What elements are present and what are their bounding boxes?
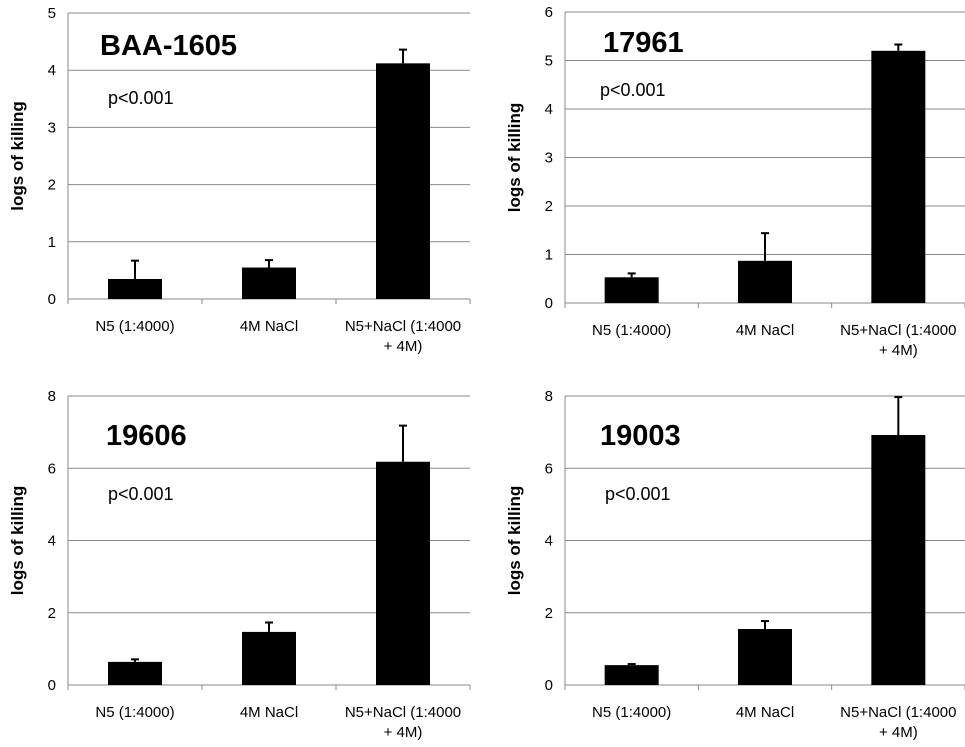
y-tick-label: 3 <box>48 119 56 136</box>
category-label: N5 (1:4000) <box>592 322 671 339</box>
chart-title: BAA-1605 <box>100 30 237 62</box>
y-axis-title: logs of killing <box>8 101 27 211</box>
bar <box>604 665 659 685</box>
category-label: N5+NaCl (1:4000 <box>840 704 956 721</box>
y-tick-label: 6 <box>48 460 56 477</box>
chart-title: 17961 <box>603 27 684 59</box>
bar <box>376 63 430 299</box>
y-tick-label: 0 <box>545 677 553 694</box>
category-label: + 4M) <box>879 342 918 359</box>
y-tick-label: 2 <box>545 198 553 215</box>
bar <box>604 277 659 303</box>
category-label: + 4M) <box>879 724 918 741</box>
y-tick-label: 4 <box>545 533 553 550</box>
bar <box>871 435 926 685</box>
bar <box>108 278 162 299</box>
category-label: N5 (1:4000) <box>592 704 671 721</box>
y-tick-label: 2 <box>545 605 553 622</box>
y-tick-label: 8 <box>48 388 56 405</box>
p-value-annotation: p<0.001 <box>600 80 666 100</box>
y-axis-title: logs of killing <box>8 486 27 596</box>
bar <box>108 661 162 685</box>
y-tick-label: 8 <box>545 388 553 405</box>
y-tick-label: 2 <box>48 605 56 622</box>
chart-title: 19003 <box>600 420 681 452</box>
bar <box>738 260 792 303</box>
y-tick-label: 1 <box>545 247 553 264</box>
y-tick-label: 0 <box>545 295 553 312</box>
p-value-annotation: p<0.001 <box>605 484 671 504</box>
y-tick-label: 5 <box>545 53 553 70</box>
category-label: + 4M) <box>384 338 423 355</box>
y-axis-title: logs of killing <box>505 486 524 596</box>
y-tick-label: 4 <box>48 62 56 79</box>
category-label: N5 (1:4000) <box>95 704 174 721</box>
bar <box>242 631 296 685</box>
category-label: N5 (1:4000) <box>95 318 174 335</box>
p-value-annotation: p<0.001 <box>108 88 174 108</box>
category-label: 4M NaCl <box>240 704 298 721</box>
y-tick-label: 0 <box>48 291 56 308</box>
category-label: N5+NaCl (1:4000 <box>345 704 461 721</box>
y-axis-title: logs of killing <box>505 103 524 213</box>
category-label: 4M NaCl <box>736 704 794 721</box>
bar <box>376 461 430 685</box>
chart-title: 19606 <box>106 420 187 452</box>
y-tick-label: 5 <box>48 5 56 22</box>
bar <box>871 50 926 303</box>
y-tick-label: 6 <box>545 460 553 477</box>
y-tick-label: 4 <box>48 533 56 550</box>
y-tick-label: 6 <box>545 4 553 21</box>
category-label: + 4M) <box>384 724 423 741</box>
category-label: 4M NaCl <box>240 318 298 335</box>
p-value-annotation: p<0.001 <box>108 484 174 504</box>
bar <box>242 267 296 299</box>
y-tick-label: 0 <box>48 677 56 694</box>
bar <box>738 629 792 685</box>
y-tick-label: 3 <box>545 150 553 167</box>
y-tick-label: 4 <box>545 101 553 118</box>
category-label: N5+NaCl (1:4000 <box>345 318 461 335</box>
category-label: 4M NaCl <box>736 322 794 339</box>
category-label: N5+NaCl (1:4000 <box>840 322 956 339</box>
y-tick-label: 2 <box>48 177 56 194</box>
y-tick-label: 1 <box>48 234 56 251</box>
